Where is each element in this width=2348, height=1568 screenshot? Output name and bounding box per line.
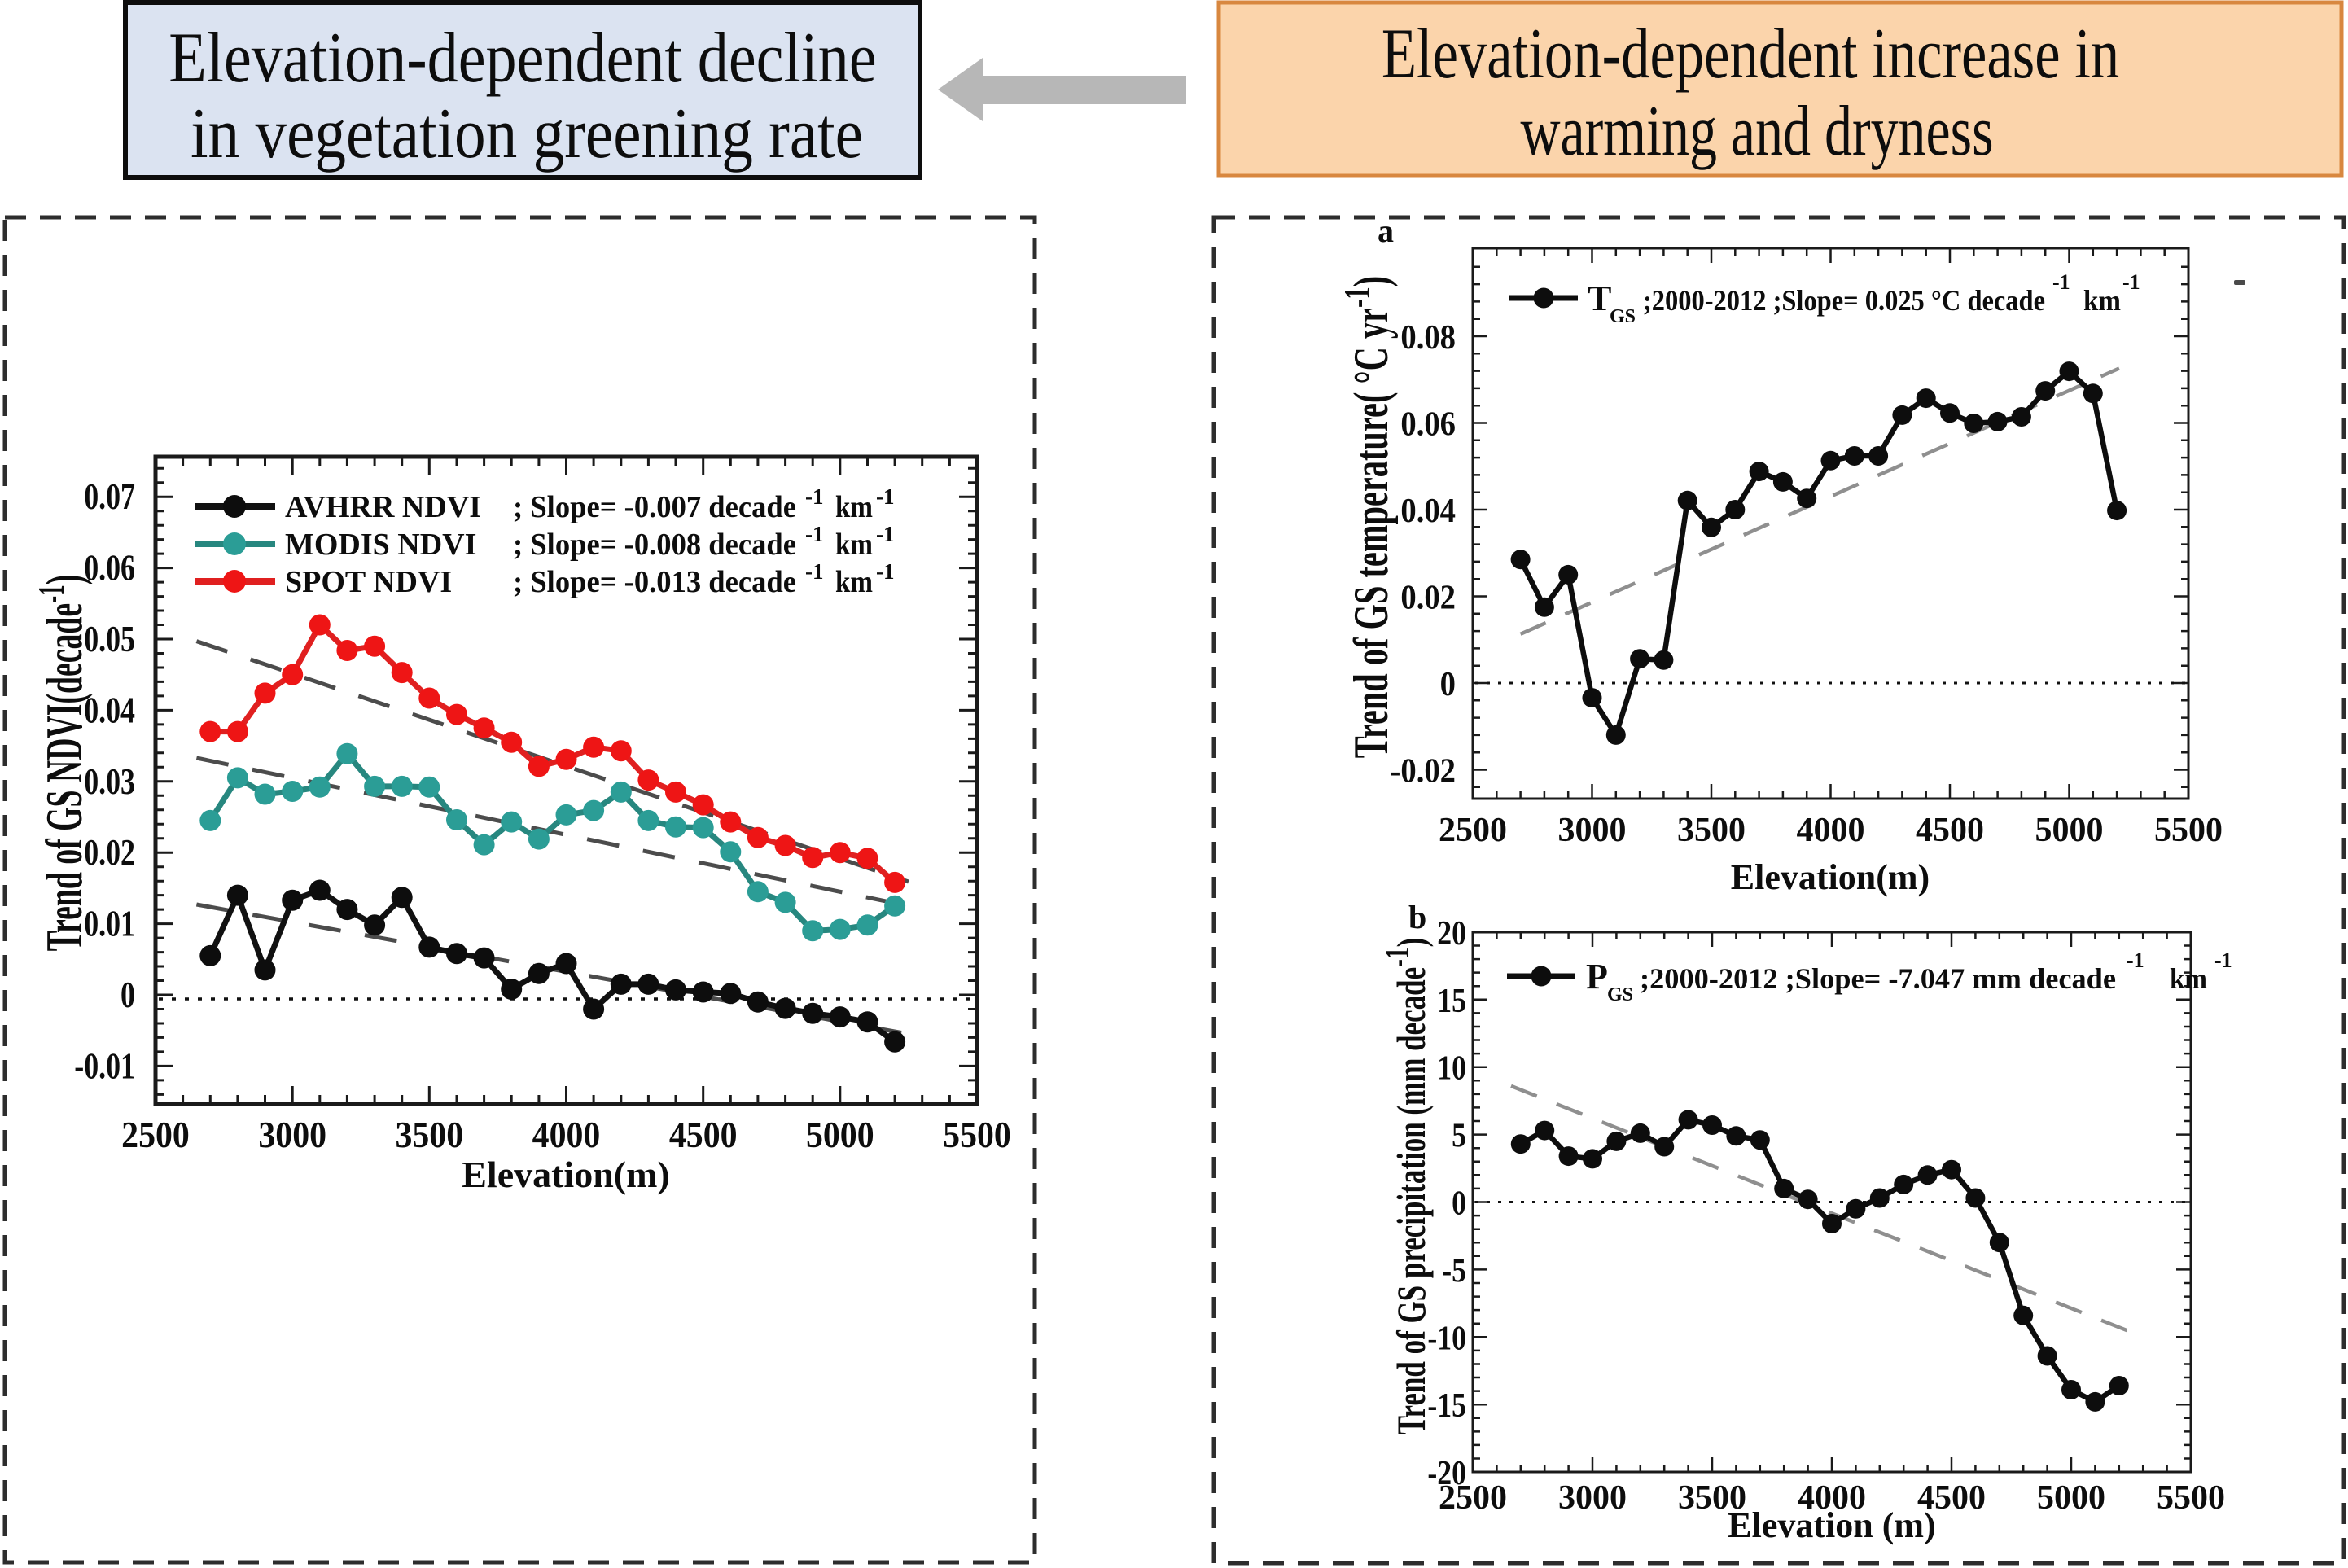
svg-text:in vegetation greening rate: in vegetation greening rate	[191, 93, 863, 173]
svg-text:warming and dryness: warming and dryness	[1520, 92, 1993, 171]
svg-text:Trend of GS temperature( °C yr: Trend of GS temperature( °C yr-1)	[1337, 276, 1399, 758]
svg-text:Trend of GS NDVI(decade-1): Trend of GS NDVI(decade-1)	[31, 575, 94, 952]
svg-text:5500: 5500	[2157, 1479, 2225, 1517]
svg-text:-1: -1	[876, 559, 895, 584]
svg-text:4000: 4000	[1798, 1479, 1866, 1517]
svg-text:0: 0	[1440, 665, 1456, 703]
svg-text:4000: 4000	[1797, 812, 1865, 849]
svg-text:0.04: 0.04	[1400, 492, 1456, 530]
svg-text:;2000-2012 ;Slope= 0.025 °C de: ;2000-2012 ;Slope= 0.025 °C decade	[1643, 284, 2045, 317]
svg-text:Elevation(m): Elevation(m)	[1731, 857, 1930, 897]
svg-text:; Slope= -0.007 decade: ; Slope= -0.007 decade	[513, 490, 796, 524]
svg-text:MODIS NDVI: MODIS NDVI	[285, 528, 476, 562]
svg-text:-1: -1	[805, 522, 824, 546]
svg-text:3500: 3500	[395, 1115, 463, 1156]
svg-text:5000: 5000	[2037, 1479, 2105, 1517]
svg-text:2500: 2500	[1439, 1479, 1507, 1517]
svg-text:0.02: 0.02	[84, 831, 135, 873]
svg-text:-0.02: -0.02	[1391, 751, 1456, 790]
svg-text:2500: 2500	[121, 1115, 190, 1156]
svg-text:b: b	[1408, 899, 1426, 935]
svg-text:5000: 5000	[806, 1115, 874, 1156]
svg-text:GS: GS	[1610, 306, 1636, 327]
svg-text:-1: -1	[805, 559, 824, 584]
svg-text:-1: -1	[2122, 270, 2140, 294]
svg-text:-1: -1	[2127, 948, 2144, 972]
svg-text:4500: 4500	[1916, 812, 1984, 849]
svg-text:-0.01: -0.01	[74, 1045, 135, 1086]
svg-text:3000: 3000	[1558, 812, 1627, 849]
svg-text:-1: -1	[2214, 948, 2232, 972]
svg-text:Elevation-dependent increase i: Elevation-dependent increase in	[1382, 15, 2119, 94]
svg-text:20: 20	[1437, 914, 1466, 952]
svg-text:GS: GS	[1607, 984, 1633, 1005]
svg-text:5500: 5500	[2154, 812, 2223, 849]
svg-text:4000: 4000	[532, 1115, 601, 1156]
svg-text:4500: 4500	[1917, 1479, 1986, 1517]
svg-text:5500: 5500	[943, 1115, 1011, 1156]
svg-text:3500: 3500	[1677, 812, 1746, 849]
svg-text:0.08: 0.08	[1400, 318, 1456, 357]
svg-text:AVHRR NDVI: AVHRR NDVI	[285, 490, 481, 524]
svg-text:SPOT NDVI: SPOT NDVI	[285, 565, 452, 599]
svg-text:T: T	[1588, 278, 1611, 318]
svg-text:3000: 3000	[258, 1115, 326, 1156]
svg-text:; Slope= -0.008 decade: ; Slope= -0.008 decade	[513, 528, 796, 562]
svg-text:Elevation (m): Elevation (m)	[1728, 1505, 1935, 1545]
svg-text:km: km	[2083, 284, 2121, 317]
svg-text:0: 0	[120, 974, 135, 1015]
svg-text:km: km	[835, 565, 873, 599]
svg-text:-1: -1	[876, 484, 895, 509]
svg-text:Elevation(m): Elevation(m)	[462, 1154, 670, 1195]
svg-text:5: 5	[1452, 1117, 1466, 1154]
svg-text:-15: -15	[1427, 1387, 1466, 1425]
svg-text:0: 0	[1452, 1185, 1466, 1222]
svg-text:0.06: 0.06	[84, 546, 135, 588]
svg-text:0.04: 0.04	[84, 689, 135, 730]
svg-text:0.02: 0.02	[1400, 578, 1456, 616]
svg-text:km: km	[2170, 962, 2207, 995]
svg-text:-20: -20	[1427, 1454, 1466, 1491]
svg-text:0.01: 0.01	[84, 902, 135, 944]
svg-text:2500: 2500	[1439, 812, 1507, 849]
svg-text:-1: -1	[876, 522, 895, 546]
svg-text:-1: -1	[2052, 270, 2070, 294]
svg-text:0.06: 0.06	[1400, 405, 1456, 443]
svg-text:;2000-2012 ;Slope= -7.047 mm d: ;2000-2012 ;Slope= -7.047 mm decade	[1640, 962, 2116, 995]
svg-text:km: km	[835, 528, 873, 562]
svg-text:a: a	[1378, 212, 1394, 249]
svg-text:3000: 3000	[1558, 1479, 1627, 1517]
svg-text:0.05: 0.05	[84, 618, 135, 659]
svg-text:Elevation-dependent decline: Elevation-dependent decline	[169, 18, 876, 97]
svg-text:0.07: 0.07	[84, 475, 135, 517]
svg-text:-10: -10	[1427, 1320, 1466, 1357]
svg-text:-1: -1	[805, 484, 824, 509]
svg-text:10: 10	[1437, 1049, 1466, 1087]
svg-text:4500: 4500	[669, 1115, 738, 1156]
svg-text:15: 15	[1437, 982, 1466, 1019]
svg-text:0.03: 0.03	[84, 760, 135, 802]
svg-text:; Slope= -0.013 decade: ; Slope= -0.013 decade	[513, 565, 796, 599]
svg-text:5000: 5000	[2035, 812, 2104, 849]
svg-text:P: P	[1586, 957, 1608, 996]
svg-text:km: km	[835, 490, 873, 524]
svg-text:-5: -5	[1442, 1252, 1466, 1290]
svg-text:3500: 3500	[1678, 1479, 1746, 1517]
